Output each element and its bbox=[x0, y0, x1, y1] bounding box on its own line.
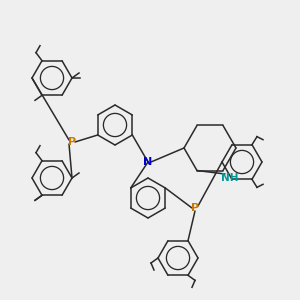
Text: NH: NH bbox=[221, 173, 239, 183]
Text: N: N bbox=[143, 157, 153, 167]
Text: P: P bbox=[191, 203, 199, 213]
Text: P: P bbox=[68, 137, 76, 147]
